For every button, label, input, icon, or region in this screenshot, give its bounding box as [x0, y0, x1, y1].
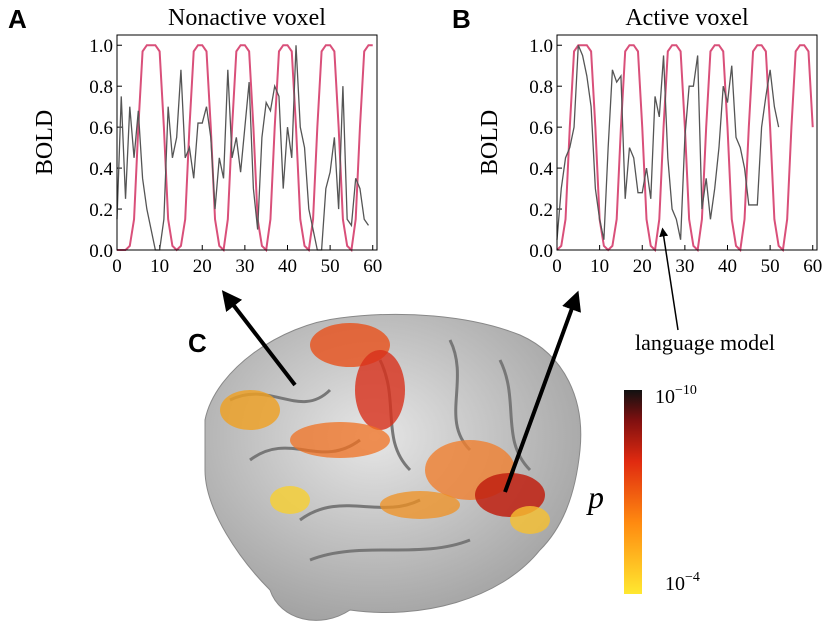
panel-label: B — [452, 4, 471, 34]
colorbar — [624, 390, 642, 594]
plot-frame — [556, 34, 818, 251]
x-tick-label: 20 — [633, 256, 652, 277]
x-tick-label: 50 — [321, 256, 340, 277]
y-axis-label: BOLD — [477, 110, 503, 175]
y-tick-label: 1.0 — [529, 36, 553, 57]
y-tick-label: 0.2 — [89, 200, 113, 221]
chart-title: Active voxel — [625, 5, 749, 31]
plot-frame — [116, 34, 378, 251]
x-tick-label: 60 — [803, 256, 822, 277]
y-tick-label: 0.0 — [89, 241, 113, 262]
x-tick-label: 10 — [150, 256, 169, 277]
colorbar-label: p — [586, 479, 604, 515]
x-tick-label: 50 — [761, 256, 780, 277]
x-tick-label: 60 — [363, 256, 382, 277]
y-tick-label: 0.6 — [89, 118, 113, 139]
y-tick-label: 0.2 — [529, 200, 553, 221]
y-tick-label: 0.8 — [529, 77, 553, 98]
x-tick-label: 40 — [718, 256, 737, 277]
x-tick-label: 30 — [675, 256, 694, 277]
colorbar-top-label: 10−10 — [655, 383, 697, 408]
annotation: language model — [635, 330, 775, 355]
colorbar-bottom-label: 10−4 — [665, 570, 700, 595]
y-tick-label: 0.8 — [89, 77, 113, 98]
annotation-arrow — [659, 227, 679, 331]
arrow — [503, 290, 581, 493]
panel-label: C — [188, 328, 207, 358]
arrow — [221, 290, 297, 387]
x-tick-label: 40 — [278, 256, 297, 277]
x-tick-label: 0 — [552, 256, 562, 277]
data-line — [117, 44, 373, 253]
data-line — [556, 44, 780, 240]
x-tick-label: 30 — [235, 256, 254, 277]
panel-label: A — [8, 4, 27, 34]
x-tick-label: 0 — [112, 256, 122, 277]
y-tick-label: 0.4 — [89, 159, 113, 180]
chart-title: Nonactive voxel — [168, 5, 326, 31]
data-line — [116, 45, 370, 251]
brain — [204, 313, 582, 621]
y-tick-label: 0.6 — [529, 118, 553, 139]
y-tick-label: 0.0 — [529, 241, 553, 262]
y-tick-label: 1.0 — [89, 36, 113, 57]
x-tick-label: 20 — [193, 256, 212, 277]
y-axis-label: BOLD — [32, 110, 58, 175]
y-tick-label: 0.4 — [529, 159, 553, 180]
x-tick-label: 10 — [590, 256, 609, 277]
